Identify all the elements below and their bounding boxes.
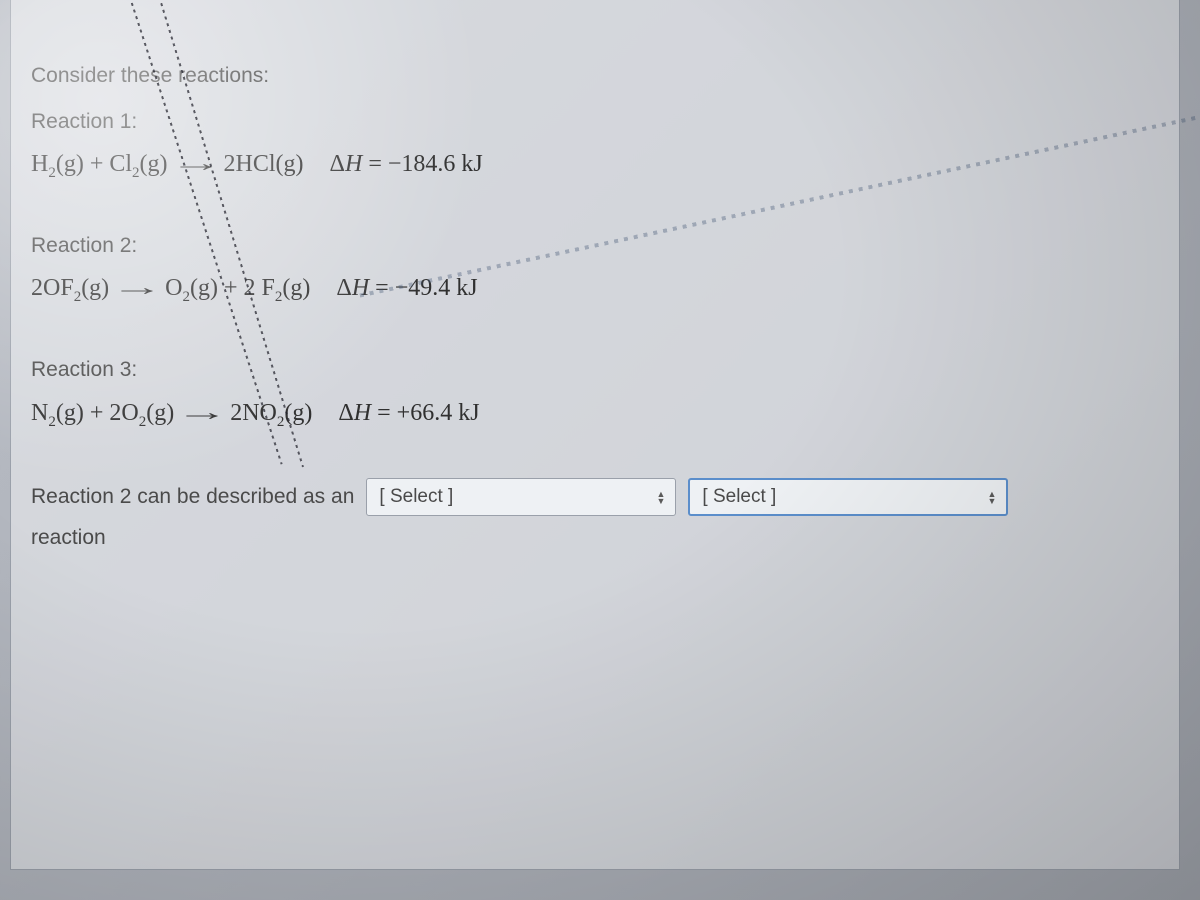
reaction-2-rhs: O2(g) + 2 F2(g) bbox=[165, 275, 310, 301]
reaction-2-delta-h: ΔH = −49.4 kJ bbox=[336, 275, 477, 302]
chevron-updown-icon: ▲▼ bbox=[987, 491, 996, 505]
question-text-after: reaction bbox=[31, 526, 1159, 550]
question-text-before: Reaction 2 can be described as an bbox=[31, 485, 354, 509]
reaction-1-equation: H2(g) + Cl2(g) → 2HCl(g) ΔH = −184.6 kJ bbox=[31, 151, 1159, 182]
equation-formula: 2OF2(g) → O2(g) + 2 F2(g) bbox=[31, 275, 310, 306]
reaction-1-label: Reaction 1: bbox=[31, 106, 1159, 138]
reaction-2-label: Reaction 2: bbox=[31, 230, 1159, 262]
arrow-icon: → bbox=[176, 400, 229, 427]
chevron-updown-icon: ▲▼ bbox=[656, 491, 665, 505]
question-card: Consider these reactions: Reaction 1: H2… bbox=[10, 0, 1180, 870]
arrow-icon: → bbox=[169, 151, 222, 178]
answer-select-1[interactable]: [ Select ] ▲▼ bbox=[366, 478, 676, 516]
answer-row: Reaction 2 can be described as an [ Sele… bbox=[31, 478, 1159, 550]
intro-text: Consider these reactions: bbox=[31, 60, 1159, 92]
select-value: [ Select ] bbox=[379, 486, 453, 508]
equation-formula: N2(g) + 2O2(g) → 2NO2(g) bbox=[31, 400, 312, 431]
arrow-icon: → bbox=[111, 275, 164, 302]
reaction-2-equation: 2OF2(g) → O2(g) + 2 F2(g) ΔH = −49.4 kJ bbox=[31, 275, 1159, 306]
reaction-3-delta-h: ΔH = +66.4 kJ bbox=[338, 400, 479, 427]
reaction-3-label: Reaction 3: bbox=[31, 354, 1159, 386]
reaction-3-lhs: N2(g) + 2O2(g) bbox=[31, 400, 174, 426]
reaction-3-rhs: 2NO2(g) bbox=[230, 400, 312, 426]
select-value: [ Select ] bbox=[702, 486, 776, 508]
equation-formula: H2(g) + Cl2(g) → 2HCl(g) bbox=[31, 151, 304, 182]
reaction-1-lhs: H2(g) + Cl2(g) bbox=[31, 151, 168, 177]
answer-select-2[interactable]: [ Select ] ▲▼ bbox=[688, 478, 1008, 516]
reaction-3-equation: N2(g) + 2O2(g) → 2NO2(g) ΔH = +66.4 kJ bbox=[31, 400, 1159, 431]
reaction-1-rhs: 2HCl(g) bbox=[224, 151, 304, 177]
reaction-1-delta-h: ΔH = −184.6 kJ bbox=[330, 151, 483, 178]
reaction-2-lhs: 2OF2(g) bbox=[31, 275, 109, 301]
